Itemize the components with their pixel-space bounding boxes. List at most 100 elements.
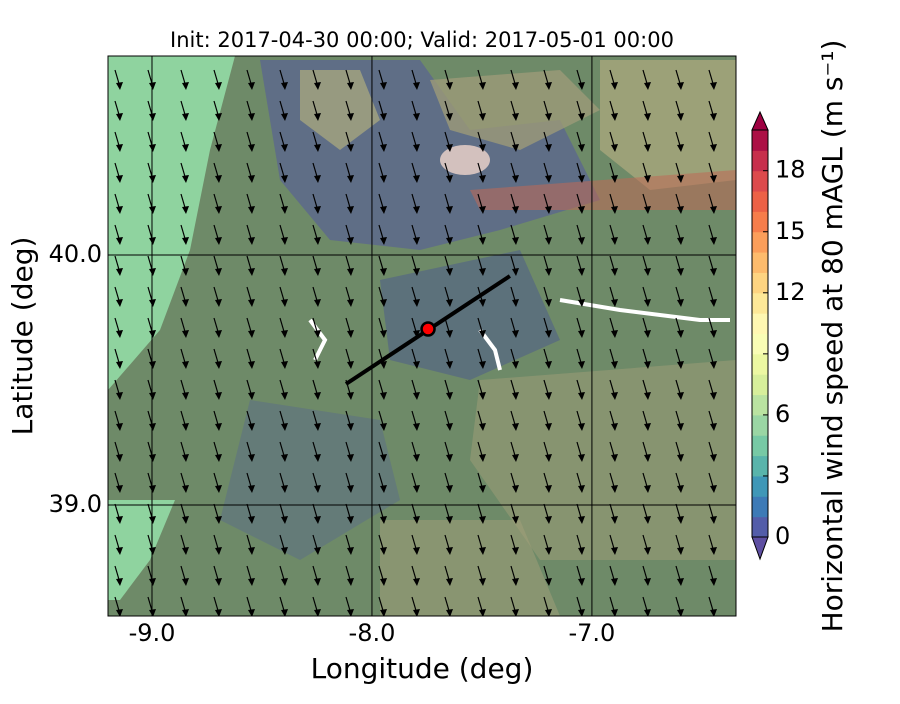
wind-arrow-head [281,547,288,555]
wind-arrow-head [182,454,189,462]
wind-arrow-head [314,237,321,245]
wind-arrow-head [149,237,156,245]
wind-arrow-head [380,206,387,214]
wind-arrow-head [545,268,552,276]
wind-arrow-head [611,206,618,214]
wind-arrow-head [248,547,255,555]
wind-arrow-head [149,609,156,616]
wind-arrow-head [116,485,123,493]
wind-arrow-head [644,392,651,400]
wind-arrow-head [644,578,651,586]
wind-arrow-head [446,361,453,369]
wind-arrow-head [611,392,618,400]
wind-arrow-head [611,361,618,369]
wind-arrow-head [446,454,453,462]
wind-arrow-head [512,175,519,183]
wind-arrow-head [710,175,717,183]
wind-arrow-head [644,609,651,616]
wind-arrow-head [644,299,651,307]
wind-arrow-head [479,423,486,431]
wind-arrow-head [512,144,519,152]
wind-arrow-head [677,547,684,555]
wind-arrow-head [215,144,222,152]
wind-arrow-head [578,144,585,152]
wind-arrow-head [182,485,189,493]
wind-arrow-head [710,361,717,369]
wind-arrow-head [611,268,618,276]
wind-arrow-head [215,268,222,276]
wind-arrow-head [446,206,453,214]
wind-arrow-head [512,578,519,586]
wind-arrow-head [281,206,288,214]
wind-arrow-head [644,206,651,214]
wind-arrow-head [116,609,123,616]
wind-arrow-head [380,113,387,121]
wind-arrow-head [446,144,453,152]
wind-arrow-head [248,299,255,307]
colorbar-tick-label: 0 [775,522,790,550]
wind-arrow-head [677,516,684,524]
colorbar-segment [752,211,768,233]
wind-arrow-head [479,237,486,245]
colorbar-frame [751,129,769,538]
wind-arrow-head [116,175,123,183]
wind-arrow-head [413,454,420,462]
wind-arrow-head [677,268,684,276]
wind-arrow-head [446,175,453,183]
wind-arrow-head [215,392,222,400]
wind-arrow-head [149,392,156,400]
wind-arrow-head [578,392,585,400]
wind-arrow-head [314,361,321,369]
wind-arrow-head [182,423,189,431]
wind-arrow-head [281,268,288,276]
wind-arrow-head [644,237,651,245]
wind-arrow-head [512,330,519,338]
colorbar-segment [752,272,768,294]
colorbar-segment [752,313,768,334]
wind-arrow-head [116,516,123,524]
wind-arrow-head [380,330,387,338]
wind-arrow-head [446,578,453,586]
wind-arrow-head [578,423,585,431]
wind-arrow-head [215,237,222,245]
wind-arrow-head [611,423,618,431]
colorbar-segment [752,475,768,497]
wind-arrow-head [677,237,684,245]
colorbar-tick-label: 9 [775,339,790,367]
wind-arrow-head [380,82,387,90]
wind-arrow-head [314,175,321,183]
wind-arrow-head [446,268,453,276]
wind-arrow-head [347,578,354,586]
wind-arrow-head [380,454,387,462]
wind-arrow-head [347,330,354,338]
wind-arrow-head [347,392,354,400]
wind-arrow-head [182,237,189,245]
wind-arrow-head [512,547,519,555]
wind-arrow-head [578,206,585,214]
terrain [108,56,736,616]
wind-arrow-head [545,609,552,616]
wind-arrow-head [512,268,519,276]
wind-arrow-head [545,547,552,555]
wind-arrow-head [248,175,255,183]
wind-arrow-head [281,392,288,400]
wind-arrow-head [413,82,420,90]
wind-arrow-head [347,299,354,307]
wind-arrow-head [149,361,156,369]
wind-arrow-head [479,144,486,152]
wind-arrow-head [545,578,552,586]
wind-arrow-head [545,175,552,183]
wind-arrow-head [611,175,618,183]
wind-arrow-head [578,82,585,90]
wind-arrow-head [215,423,222,431]
wind-arrow-head [215,361,222,369]
wind-arrow-head [347,144,354,152]
wind-arrow-head [644,82,651,90]
wind-arrow-head [248,144,255,152]
wind-arrow-head [413,578,420,586]
wind-arrow-head [182,206,189,214]
wind-arrow-head [215,547,222,555]
wind-arrow-head [545,113,552,121]
wind-arrow-head [149,485,156,493]
wind-arrow-head [116,268,123,276]
